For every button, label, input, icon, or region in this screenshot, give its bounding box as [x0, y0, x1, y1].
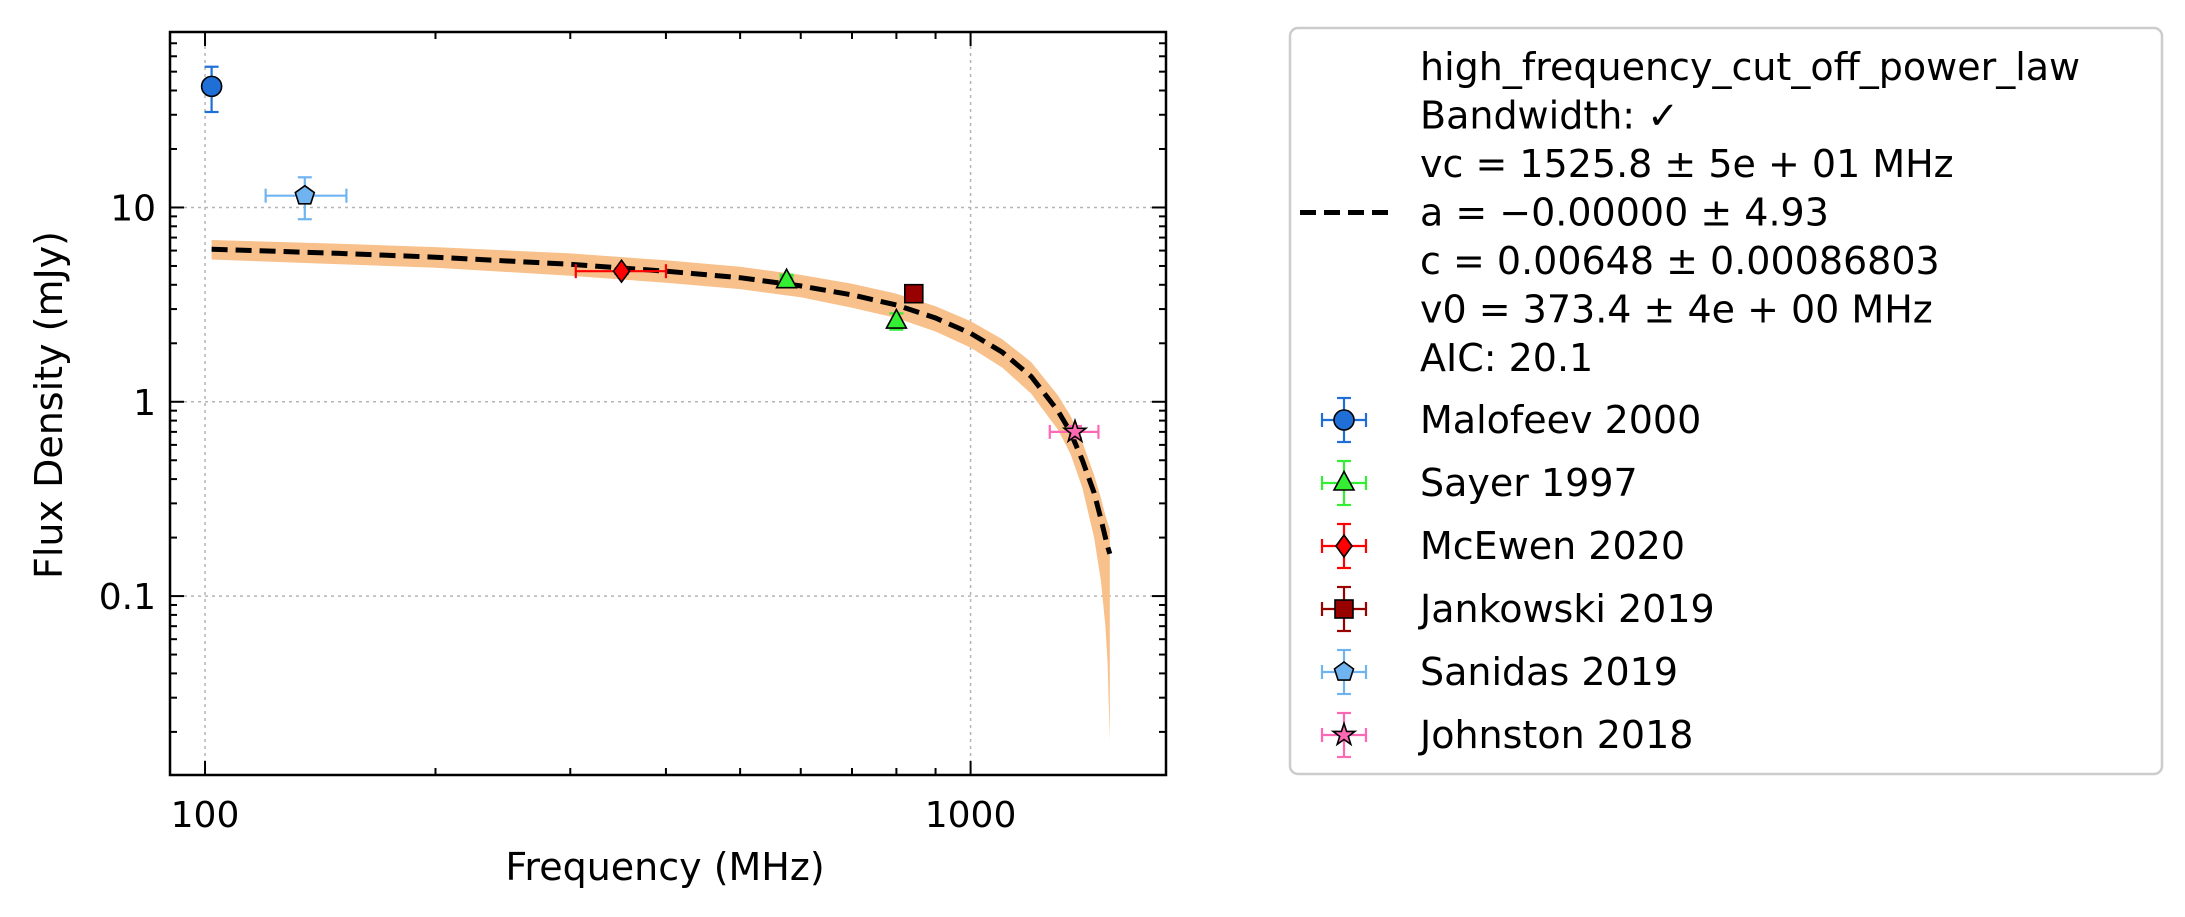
- y-tick-label: 1: [133, 383, 156, 424]
- series-malofeev-2000: [200, 65, 223, 114]
- grid-layer: [170, 32, 1166, 775]
- legend-entry: Sayer 1997: [1320, 459, 1638, 507]
- band-layer: [211, 240, 1110, 741]
- data-point: [903, 283, 924, 304]
- legend-fit-line: vc = 1525.8 ± 5e + 01 MHz: [1420, 142, 1954, 186]
- legend-marker: [1333, 409, 1355, 431]
- x-axis-label: Frequency (MHz): [505, 845, 824, 889]
- x-tick-label: 100: [171, 795, 240, 836]
- legend-label: Johnston 2018: [1418, 713, 1693, 757]
- series-jankowski-2019: [903, 283, 924, 304]
- legend-entry: Malofeev 2000: [1320, 396, 1701, 444]
- fit-curve: [211, 246, 1113, 555]
- legend-box: [1288, 26, 2164, 776]
- legend-marker: [1335, 533, 1353, 559]
- points-layer: [200, 65, 1100, 444]
- series-sayer-1997: [775, 267, 908, 331]
- legend-entry: Johnston 2018: [1320, 711, 1693, 759]
- y-tick-label: 10: [110, 188, 156, 229]
- legend-marker: [1334, 599, 1354, 619]
- legend-fit-line: Bandwidth: ✓: [1420, 94, 1679, 138]
- y-tick-label: 0.1: [99, 577, 156, 618]
- legend-fit-line: AIC: 20.1: [1420, 336, 1593, 380]
- legend-entry: Sanidas 2019: [1320, 648, 1678, 696]
- series-johnston-2018: [1048, 417, 1100, 444]
- axes-layer: 100 1000 0.1 1 10: [99, 30, 1168, 836]
- data-point: [1061, 417, 1089, 444]
- data-point: [612, 258, 631, 284]
- fit-layer: [211, 246, 1113, 555]
- legend-marker: [1333, 661, 1355, 681]
- legend-label: Jankowski 2019: [1418, 587, 1715, 631]
- legend-marker: [1330, 720, 1358, 747]
- y-axis-label: Flux Density (mJy): [27, 231, 71, 579]
- data-point: [200, 75, 223, 98]
- legend: high_frequency_cut_off_power_law Bandwidt…: [1288, 26, 2164, 776]
- legend-entry: McEwen 2020: [1320, 522, 1685, 570]
- legend-label: Malofeev 2000: [1420, 398, 1701, 442]
- legend-marker: [1332, 469, 1356, 491]
- data-point: [775, 267, 798, 289]
- legend-entry: Jankowski 2019: [1320, 585, 1715, 633]
- legend-fit-line: a = −0.00000 ± 4.93: [1420, 191, 1829, 235]
- legend-fit-line: high_frequency_cut_off_power_law: [1420, 45, 2080, 89]
- x-tick-label: 1000: [925, 795, 1017, 836]
- legend-label: Sayer 1997: [1420, 461, 1638, 505]
- legend-fit-line: c = 0.00648 ± 0.00086803: [1420, 239, 1940, 283]
- plot-frame: [168, 30, 1168, 777]
- fit-uncertainty-band: [211, 240, 1110, 741]
- data-point: [294, 184, 316, 205]
- series-mcewen-2020: [574, 258, 668, 284]
- legend-label: Sanidas 2019: [1420, 650, 1678, 694]
- data-point: [885, 307, 908, 329]
- series-sanidas-2019: [264, 176, 348, 221]
- legend-fit-line: v0 = 373.4 ± 4e + 00 MHz: [1420, 288, 1933, 332]
- legend-label: McEwen 2020: [1420, 524, 1685, 568]
